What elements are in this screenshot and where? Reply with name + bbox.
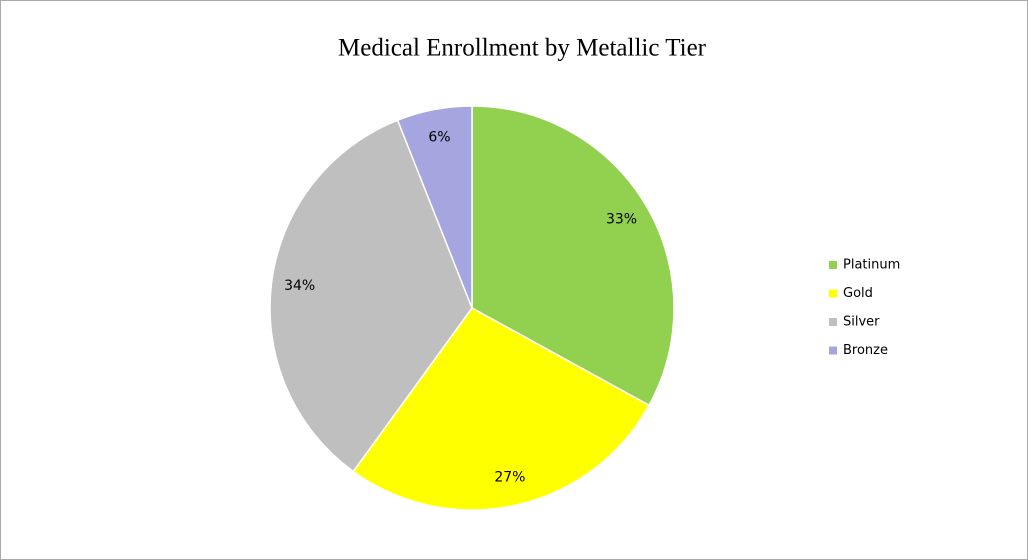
data-label: 34% bbox=[284, 278, 315, 294]
data-label: 6% bbox=[428, 129, 450, 145]
legend-label: Silver bbox=[843, 315, 880, 330]
data-label: 33% bbox=[606, 212, 637, 228]
legend-label: Gold bbox=[843, 286, 873, 301]
data-label: 27% bbox=[494, 470, 525, 486]
legend-swatch bbox=[829, 289, 837, 298]
legend-swatch bbox=[829, 346, 837, 355]
legend-swatch bbox=[829, 318, 837, 326]
legend-label: Platinum bbox=[843, 258, 900, 273]
chart-title: Medical Enrollment by Metallic Tier bbox=[338, 35, 707, 62]
pie-slice bbox=[471, 105, 675, 407]
pie-slice bbox=[352, 307, 651, 511]
pie-slice bbox=[396, 105, 473, 309]
pie-slice bbox=[269, 119, 473, 473]
legend-label: Bronze bbox=[843, 343, 888, 358]
legend-swatch bbox=[829, 261, 837, 269]
